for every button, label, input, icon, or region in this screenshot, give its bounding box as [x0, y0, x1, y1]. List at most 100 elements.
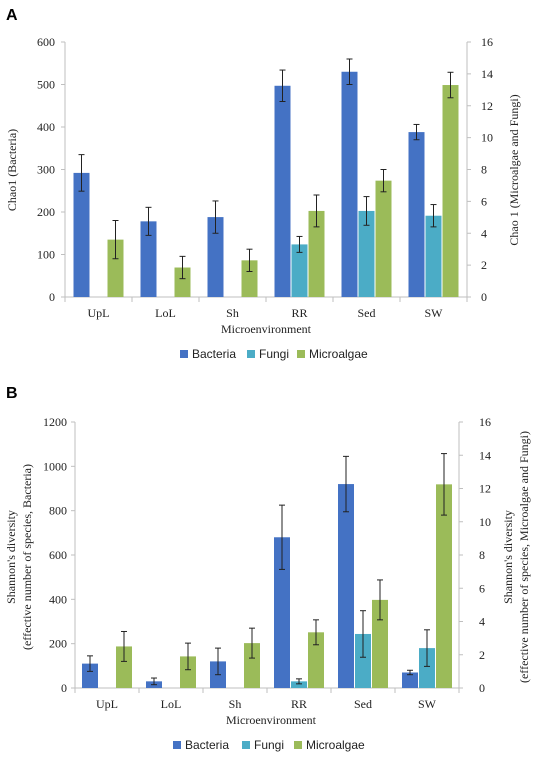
y-left-axis-title: Chao1 (Bacteria) [5, 129, 19, 211]
y-left-tick: 500 [37, 78, 55, 92]
panel-a-left-ticks: 0 100 200 300 400 500 600 [37, 35, 55, 304]
y-left-tick: 1000 [43, 459, 67, 473]
y-right-tick: 14 [481, 67, 493, 81]
bar-microalgae [308, 210, 325, 297]
y-right-tick: 14 [479, 448, 491, 462]
legend-label-microalgae: Microalgae [309, 347, 368, 361]
panel-b-left-ticks: 0 200 400 600 800 1000 1200 [43, 415, 67, 695]
bar-fungi [419, 648, 435, 688]
x-category-label: RR [291, 697, 307, 711]
panel-a-right-ticks: 0 2 4 6 8 10 12 14 16 [481, 35, 493, 304]
y-left-tick: 600 [49, 548, 67, 562]
y-left-tick: 0 [61, 681, 67, 695]
y-left-tick: 600 [37, 35, 55, 49]
x-axis-title: Microenvironment [221, 322, 312, 336]
y-right-tick: 8 [479, 548, 485, 562]
legend-label-fungi: Fungi [254, 738, 284, 752]
bar-microalgae [180, 656, 196, 688]
legend-swatch-fungi [247, 350, 255, 358]
y-left-axis-title-line-2: (effective number of species, Bacteria) [20, 464, 34, 650]
y-right-tick: 8 [481, 163, 487, 177]
y-right-axis-title-line-2: (effective number of species, Microalgae… [517, 431, 531, 683]
y-right-tick: 6 [479, 581, 485, 595]
bar-bacteria [341, 71, 358, 297]
bar-bacteria [274, 85, 291, 298]
y-right-tick: 10 [481, 131, 493, 145]
y-left-tick: 800 [49, 504, 67, 518]
y-right-tick: 12 [481, 99, 493, 113]
x-category-label: SW [418, 697, 437, 711]
panel-a-category-labels: UpL LoL Sh RR Sed SW [88, 306, 444, 320]
x-category-label: UpL [96, 697, 118, 711]
panel-a-plot [61, 41, 471, 302]
bar-microalgae [116, 646, 132, 688]
panel-a-legend: Bacteria Fungi Microalgae [180, 347, 368, 361]
y-left-axis-title-line-1: Shannon's diversity [4, 510, 18, 604]
y-left-tick: 200 [37, 205, 55, 219]
y-right-tick: 0 [481, 290, 487, 304]
y-right-tick: 10 [479, 515, 491, 529]
y-right-tick: 12 [479, 482, 491, 496]
bar-fungi [291, 244, 308, 297]
y-right-tick: 4 [479, 615, 485, 629]
panel-a: A 0 100 200 300 400 500 600 0 2 4 6 8 10… [5, 7, 521, 361]
bar-bacteria [274, 537, 290, 688]
panel-b-right-ticks: 0 2 4 6 8 10 12 14 16 [479, 415, 491, 695]
x-category-label: Sed [358, 306, 376, 320]
legend-swatch-fungi [242, 741, 250, 749]
bar-bacteria [207, 217, 224, 297]
legend-label-fungi: Fungi [259, 347, 289, 361]
bar-microalgae [436, 484, 452, 688]
bar-microalgae [241, 260, 258, 297]
y-right-tick: 2 [481, 258, 487, 272]
bar-microalgae [442, 85, 459, 297]
bar-bacteria [338, 484, 354, 688]
y-left-tick: 0 [49, 290, 55, 304]
x-category-label: LoL [155, 306, 176, 320]
bar-microalgae [308, 632, 324, 688]
bar-bacteria [82, 663, 98, 688]
y-right-tick: 16 [479, 415, 491, 429]
bar-fungi [425, 215, 442, 297]
legend-swatch-microalgae [294, 741, 302, 749]
y-left-tick: 100 [37, 248, 55, 262]
y-right-tick: 4 [481, 226, 487, 240]
bar-microalgae [372, 599, 388, 688]
y-right-tick: 16 [481, 35, 493, 49]
panel-b-category-labels: UpL LoL Sh RR Sed SW [96, 697, 437, 711]
y-right-tick: 6 [481, 194, 487, 208]
bar-bacteria [73, 172, 90, 297]
legend-label-bacteria: Bacteria [185, 738, 229, 752]
y-right-tick: 2 [479, 648, 485, 662]
legend-label-microalgae: Microalgae [306, 738, 365, 752]
legend-swatch-bacteria [173, 741, 181, 749]
bar-bacteria [402, 672, 418, 688]
y-left-tick: 300 [37, 163, 55, 177]
y-left-tick: 400 [37, 120, 55, 134]
bar-bacteria [408, 132, 425, 297]
bar-microalgae [244, 643, 260, 688]
panel-b: B 0 200 400 600 800 1000 1200 0 2 4 6 8 … [4, 385, 531, 752]
panel-b-plot [71, 421, 463, 693]
bar-microalgae [375, 180, 392, 297]
bar-fungi [355, 633, 371, 688]
x-category-label: LoL [161, 697, 182, 711]
x-axis-title: Microenvironment [226, 713, 317, 727]
bar-microalgae [174, 267, 191, 297]
panel-b-legend: Bacteria Fungi Microalgae [173, 738, 365, 752]
y-right-tick: 0 [479, 681, 485, 695]
x-category-label: RR [291, 306, 307, 320]
legend-swatch-microalgae [297, 350, 305, 358]
panel-letter-b: B [6, 385, 18, 402]
bar-fungi [358, 210, 375, 297]
x-category-label: Sed [354, 697, 372, 711]
x-category-label: Sh [229, 697, 242, 711]
y-left-tick: 400 [49, 592, 67, 606]
y-left-tick: 1200 [43, 415, 67, 429]
x-category-label: SW [425, 306, 444, 320]
y-right-axis-title-line-1: Shannon's diversity [501, 510, 515, 604]
bar-microalgae [107, 239, 124, 297]
legend-swatch-bacteria [180, 350, 188, 358]
y-right-axis-title: Chao 1 (Microalgae and Fungi) [507, 94, 521, 245]
